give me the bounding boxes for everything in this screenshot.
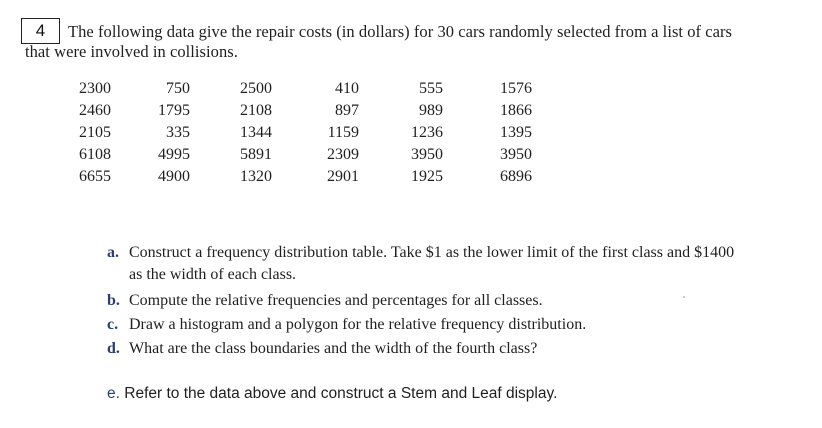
data-cell: 4995 [158,146,190,163]
question-number: 4 [35,21,46,40]
data-cell: 750 [166,80,190,97]
data-cell: 6655 [79,168,111,185]
data-cell: 410 [335,80,359,97]
data-cell: 2500 [240,80,272,97]
task-letter: b. [107,292,120,309]
data-cell: 1344 [240,124,272,141]
data-cell: 6108 [79,146,111,163]
data-cell: 1925 [411,168,443,185]
task-e-letter: e. [107,385,120,402]
data-cell: 1576 [500,80,532,97]
task-text: Draw a histogram and a polygon for the r… [129,316,587,333]
data-cell: 2108 [240,102,272,119]
data-cell: 5891 [240,146,272,163]
problem-intro: The following data give the repair costs… [25,22,815,62]
task-e: e. Refer to the data above and construct… [107,385,557,403]
task-item: a. Construct a frequency distribution tab… [107,242,807,286]
task-text: Compute the relative frequencies and per… [129,292,543,309]
task-e-text: Refer to the data above and construct a … [124,385,558,402]
data-cell: 1795 [158,102,190,119]
data-cell: 1395 [500,124,532,141]
data-cell: 989 [419,102,443,119]
data-cell: 2105 [79,124,111,141]
task-text-continued: as the width of each class. [129,266,297,283]
task-list: a. Construct a frequency distribution tab… [107,242,807,360]
intro-line-2: that were involved in collisions. [25,42,238,61]
data-cell: 555 [419,80,443,97]
task-letter: a. [107,244,119,261]
data-cell: 2300 [79,80,111,97]
data-cell: 4900 [158,168,190,185]
task-letter: d. [107,340,120,357]
data-cell: 2901 [327,168,359,185]
intro-line-1: The following data give the repair costs… [68,22,733,41]
data-cell: 3950 [411,146,443,163]
data-cell: 1159 [327,124,359,141]
task-letter: c. [107,316,119,333]
task-item: c. Draw a histogram and a polygon for the… [107,314,807,336]
data-cell: 2460 [79,102,111,119]
stray-mark [683,296,685,298]
task-item: b. Compute the relative frequencies and p… [107,290,807,312]
data-cell: 2309 [327,146,359,163]
question-number-box: 4 [21,18,60,44]
data-cell: 335 [166,124,190,141]
data-cell: 1320 [240,168,272,185]
data-cell: 1236 [411,124,443,141]
task-item: d. What are the class boundaries and the … [107,338,807,360]
data-cell: 6896 [500,168,532,185]
task-text: What are the class boundaries and the wi… [129,340,538,357]
data-cell: 3950 [500,146,532,163]
data-cell: 1866 [500,102,532,119]
data-cell: 897 [335,102,359,119]
task-text: Construct a frequency distribution table… [129,244,735,261]
